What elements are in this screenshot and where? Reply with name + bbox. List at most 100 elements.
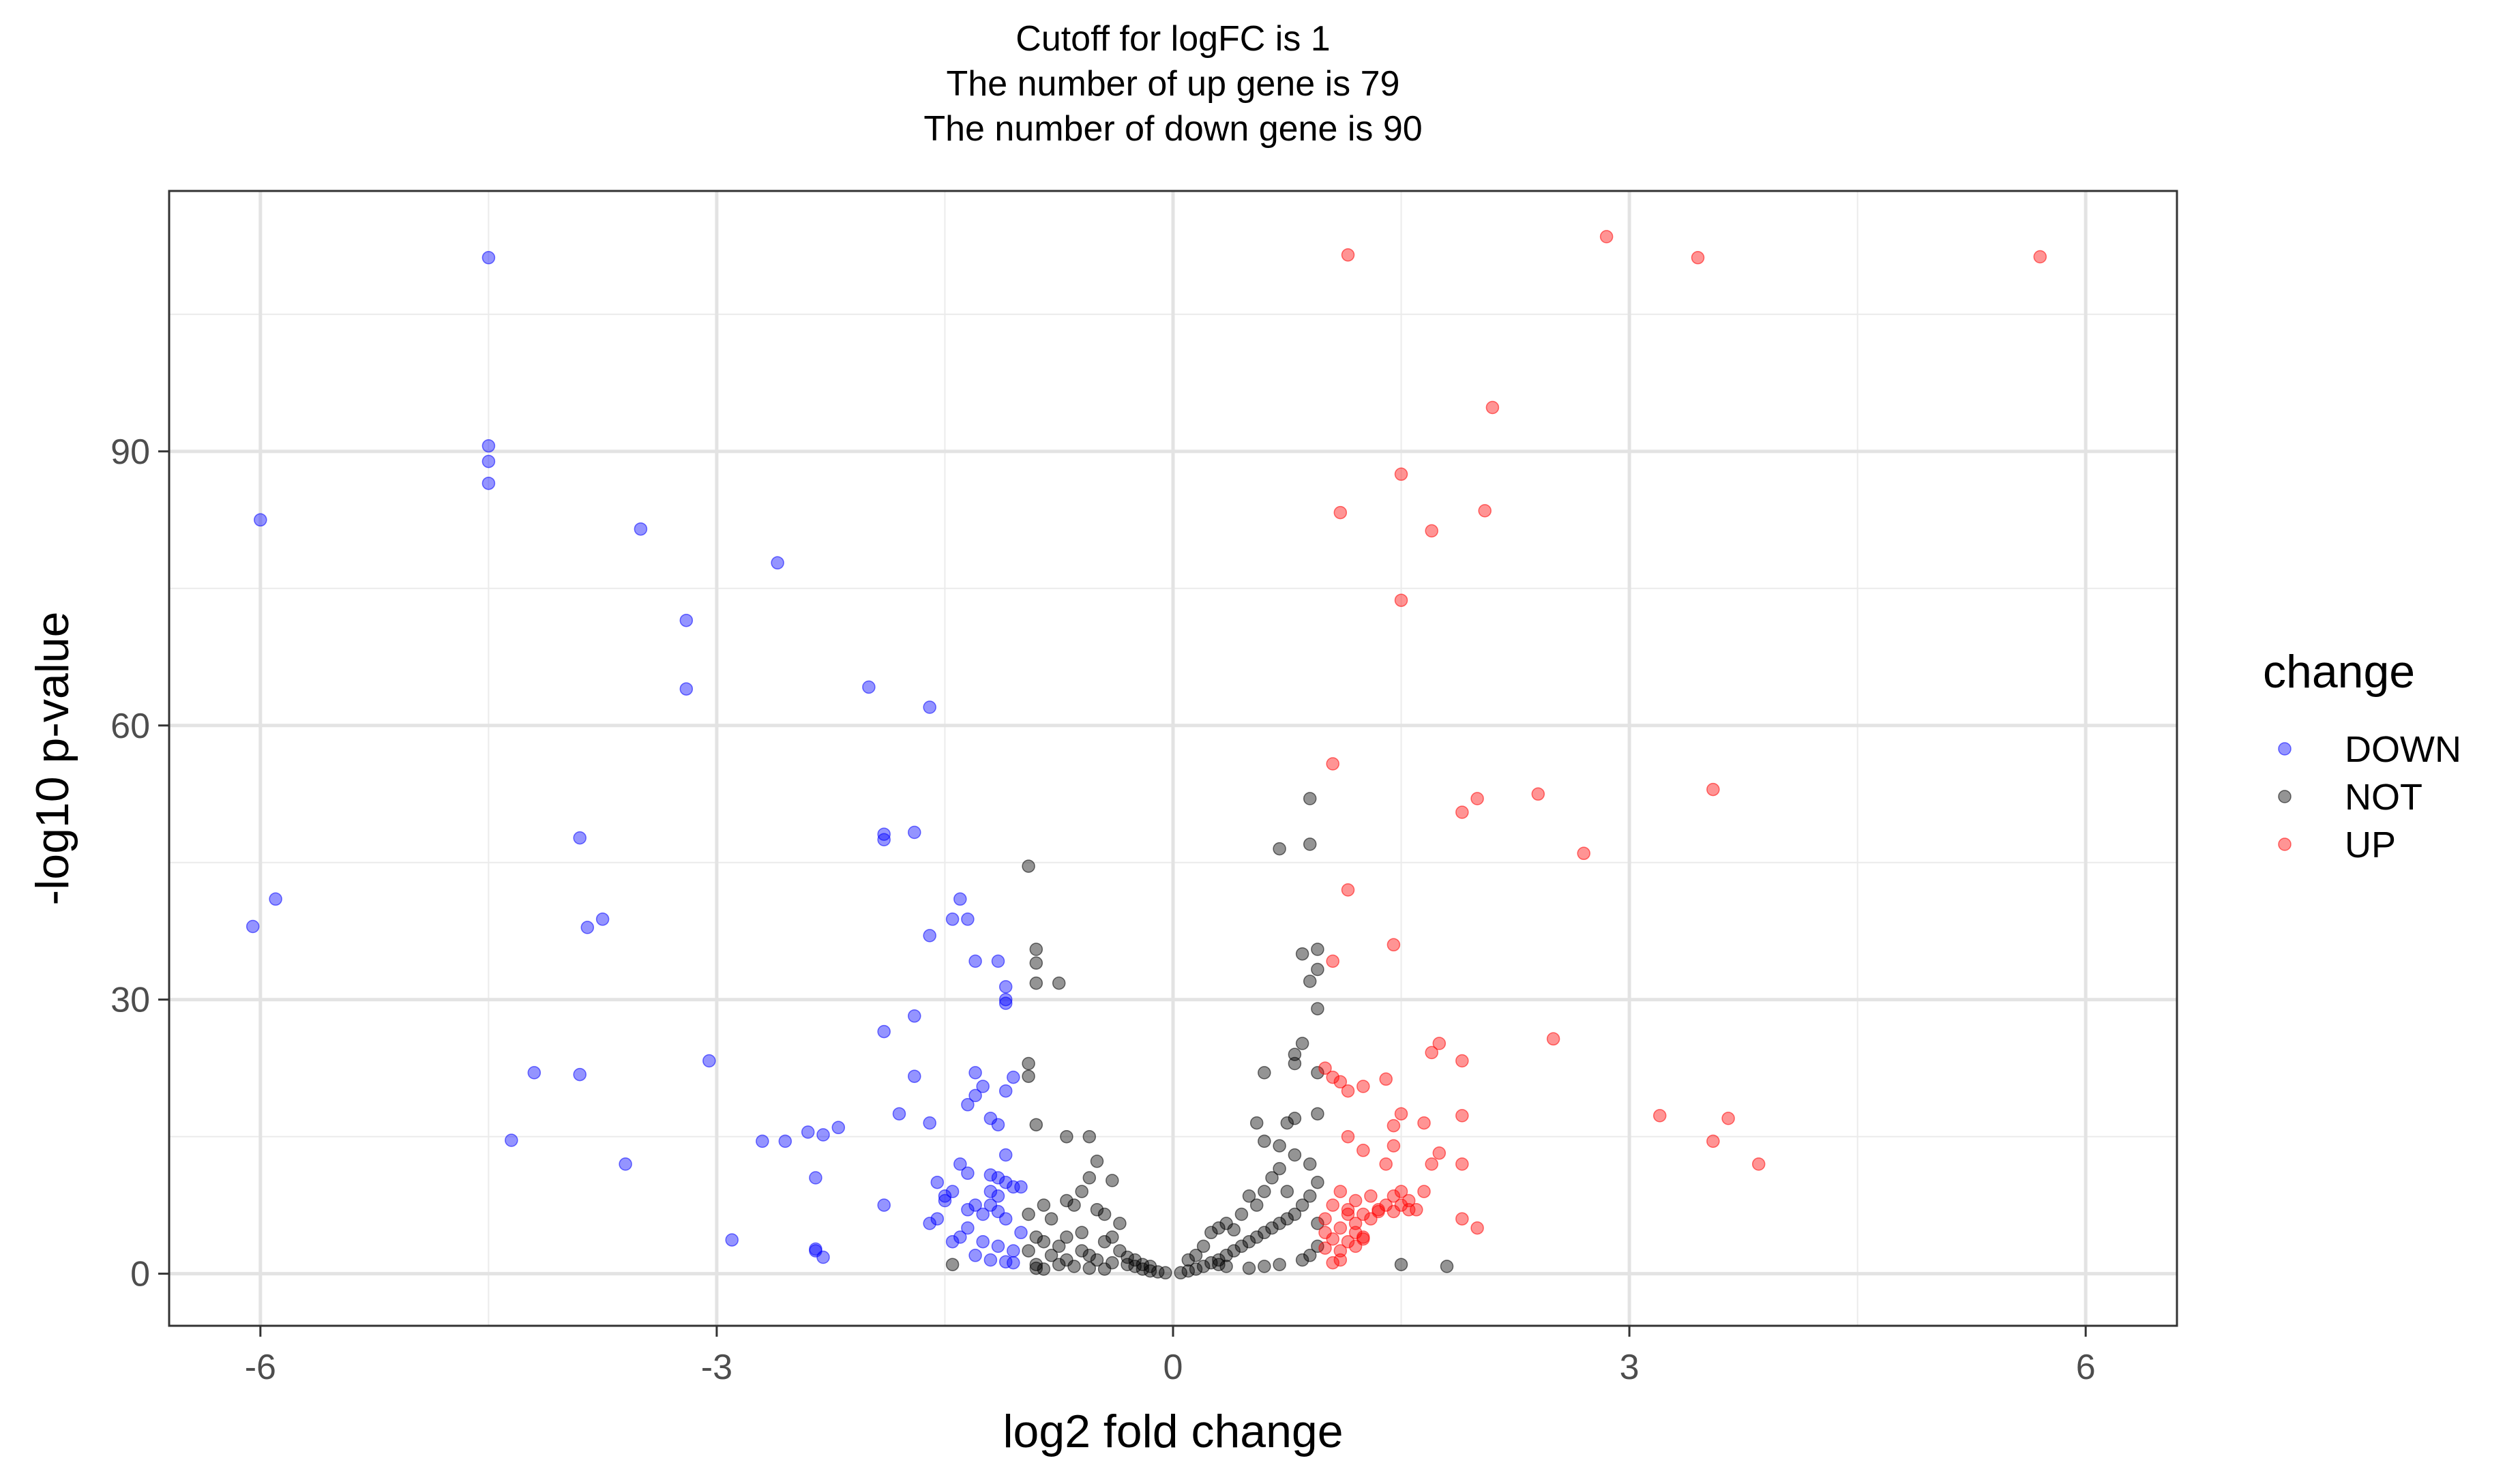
data-point-down: [968, 1249, 982, 1262]
data-point-down: [998, 996, 1013, 1010]
data-point-not: [1234, 1239, 1249, 1253]
data-point-down: [983, 1253, 998, 1267]
data-point-not: [1273, 1139, 1286, 1153]
data-point-down: [953, 1230, 967, 1244]
data-point-not: [1219, 1217, 1233, 1230]
data-point-not: [1022, 1244, 1035, 1258]
data-point-down: [998, 992, 1013, 1007]
data-point-not: [1022, 1056, 1035, 1071]
data-point-not: [1258, 1260, 1271, 1273]
data-point-down: [998, 1212, 1013, 1226]
data-point-not: [1311, 943, 1324, 956]
data-point-up: [1341, 1084, 1355, 1098]
data-point-not: [1196, 1260, 1211, 1273]
data-point-not: [1295, 947, 1309, 961]
data-point-not: [1273, 842, 1286, 856]
data-point-down: [527, 1066, 542, 1080]
data-point-up: [1341, 1207, 1355, 1221]
data-point-down: [923, 1217, 936, 1230]
data-point-not: [1394, 1258, 1408, 1271]
data-point-up: [1706, 1134, 1720, 1148]
data-point-up: [1318, 1212, 1332, 1226]
data-point-not: [1037, 1198, 1051, 1212]
data-point-not: [1090, 1253, 1104, 1267]
data-point-down: [809, 1171, 822, 1185]
data-point-down: [809, 1242, 822, 1256]
data-point-not: [1311, 1002, 1324, 1015]
data-point-up: [1333, 505, 1348, 520]
data-point-down: [1007, 1180, 1020, 1194]
data-point-up: [1326, 1256, 1339, 1270]
data-point-not: [1273, 1161, 1286, 1176]
data-point-up: [1318, 1241, 1332, 1255]
data-point-not: [1265, 1171, 1279, 1185]
data-point-not: [1029, 976, 1043, 990]
data-point-not: [1288, 1112, 1302, 1125]
data-point-down: [254, 513, 267, 527]
data-points: [246, 230, 2047, 1280]
data-point-not: [1022, 1069, 1035, 1083]
data-point-up: [1357, 1207, 1370, 1221]
data-point-up: [1333, 1185, 1348, 1198]
data-point-not: [1288, 1056, 1302, 1071]
data-point-up: [1470, 1221, 1484, 1235]
data-point-up: [1531, 787, 1545, 801]
data-point-not: [1311, 1217, 1324, 1230]
data-point-not: [1097, 1262, 1112, 1276]
data-point-down: [968, 1088, 982, 1103]
data-point-not: [1106, 1174, 1119, 1187]
data-point-down: [771, 556, 784, 570]
data-point-up: [1691, 251, 1705, 265]
data-point-not: [1113, 1217, 1127, 1230]
data-point-not: [1280, 1116, 1294, 1130]
data-point-up: [1652, 1109, 1667, 1123]
data-point-not: [1204, 1226, 1218, 1240]
data-point-down: [908, 825, 921, 840]
data-point-up: [1348, 1193, 1363, 1208]
data-point-not: [945, 1258, 960, 1271]
data-point-up: [1333, 1075, 1348, 1089]
data-point-down: [983, 1168, 998, 1182]
data-point-down: [580, 921, 595, 934]
data-point-up: [1333, 1253, 1348, 1267]
data-point-not: [1440, 1260, 1454, 1273]
data-point-not: [1052, 1239, 1066, 1253]
data-point-down: [1014, 1226, 1028, 1240]
data-point-not: [1060, 1193, 1073, 1208]
data-point-down: [938, 1193, 952, 1208]
data-point-down: [991, 1171, 1005, 1185]
data-point-not: [1311, 1175, 1324, 1189]
data-point-up: [1333, 1244, 1348, 1258]
data-point-not: [1082, 1171, 1097, 1185]
data-point-not: [1029, 1118, 1043, 1131]
data-point-up: [1357, 1144, 1370, 1157]
data-point-not: [1311, 962, 1324, 977]
data-point-up: [1326, 1232, 1339, 1246]
data-point-down: [634, 522, 648, 536]
data-point-up: [1410, 1203, 1423, 1217]
data-point-not: [1227, 1244, 1241, 1258]
data-point-up: [1577, 846, 1590, 861]
data-point-down: [930, 1175, 945, 1189]
data-point-not: [1052, 976, 1066, 990]
data-point-not: [1136, 1258, 1150, 1271]
data-point-down: [1007, 1070, 1020, 1084]
data-point-not: [1258, 1134, 1271, 1148]
data-point-not: [1082, 1249, 1097, 1262]
data-point-down: [976, 1234, 990, 1249]
data-point-up: [1546, 1032, 1560, 1046]
data-point-not: [1273, 1258, 1286, 1271]
data-point-not: [1075, 1185, 1088, 1198]
data-point-up: [1387, 1118, 1401, 1133]
data-point-down: [481, 454, 496, 469]
data-point-down: [976, 1080, 990, 1093]
data-point-not: [1219, 1260, 1233, 1273]
data-point-not: [1189, 1262, 1203, 1276]
data-point-not: [1295, 1198, 1309, 1212]
data-point-not: [1196, 1239, 1211, 1253]
data-point-down: [961, 1098, 975, 1112]
x-tick-label: 0: [1163, 1348, 1183, 1387]
data-point-not: [1242, 1261, 1256, 1275]
legend: change DOWN NOT UP: [2263, 646, 2461, 865]
